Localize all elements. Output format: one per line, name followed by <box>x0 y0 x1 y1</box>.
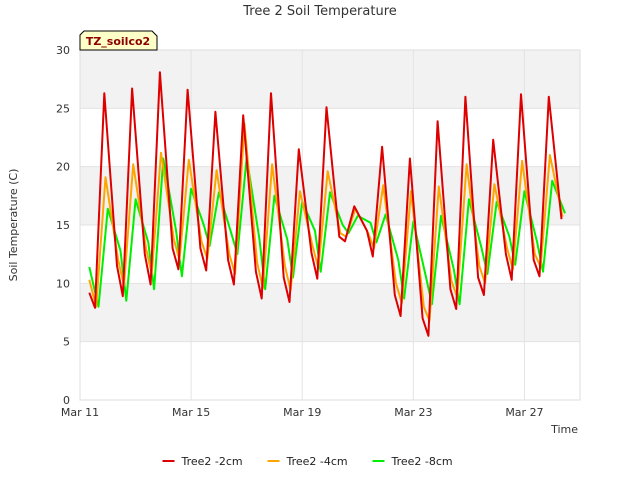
x-tick-label: Mar 11 <box>61 406 99 419</box>
y-tick-label: 10 <box>56 277 70 290</box>
plot-band <box>80 283 580 342</box>
x-tick-label: Mar 19 <box>283 406 321 419</box>
legend-label: Tree2 -2cm <box>181 455 243 468</box>
series-line <box>88 71 563 337</box>
badge-box <box>79 30 158 51</box>
chart-title: Tree 2 Soil Temperature <box>242 4 397 19</box>
y-tick-label: 25 <box>56 102 70 115</box>
badge-label: TZ_soilco2 <box>86 35 150 48</box>
x-axis-ticks: Mar 11 Mar 15 Mar 19 Mar 23 Mar 27 <box>61 406 544 419</box>
x-tick-label: Mar 23 <box>394 406 432 419</box>
y-axis-ticks: 0 5 10 15 20 25 30 <box>56 44 70 407</box>
badge: TZ_soilco2 <box>79 30 158 51</box>
series-lines <box>88 71 566 337</box>
plot-band <box>80 50 580 109</box>
y-tick-label: 5 <box>63 336 70 349</box>
series-line <box>88 122 564 322</box>
legend-label: Tree2 -4cm <box>286 455 348 468</box>
plot-border <box>79 49 581 401</box>
y-tick-label: 15 <box>56 219 70 232</box>
y-axis-title: Soil Temperature (C) <box>7 169 20 282</box>
x-tick-label: Mar 27 <box>505 406 543 419</box>
y-tick-label: 0 <box>63 394 70 407</box>
legend: Tree2 -2cm Tree2 -4cm Tree2 -8cm <box>162 455 453 468</box>
x-tick-label: Mar 15 <box>172 406 210 419</box>
y-tick-label: 20 <box>56 161 70 174</box>
x-axis-title: Time <box>550 423 578 436</box>
legend-label: Tree2 -8cm <box>391 455 453 468</box>
y-tick-label: 30 <box>56 44 70 57</box>
